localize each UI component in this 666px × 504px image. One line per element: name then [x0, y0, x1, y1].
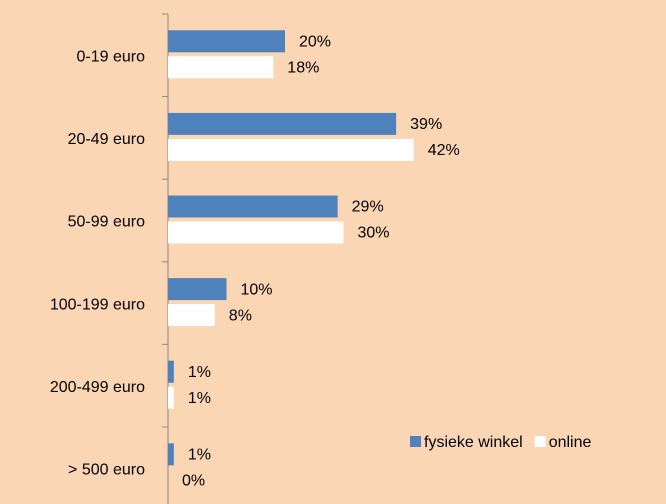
value-label: 10% [241, 281, 273, 298]
legend-label: online [549, 434, 592, 451]
category-label: 50-99 euro [68, 214, 145, 231]
bar [168, 360, 174, 383]
bar [168, 138, 414, 161]
bar [168, 443, 174, 466]
value-label: 1% [188, 364, 211, 381]
bar [168, 304, 215, 327]
category-label: 20-49 euro [68, 131, 145, 148]
bar [168, 195, 338, 218]
bar [168, 278, 227, 301]
value-label: 1% [188, 390, 211, 407]
category-label: 0-19 euro [77, 49, 146, 66]
legend-swatch [410, 436, 421, 447]
bar [168, 221, 344, 244]
value-label: 0% [182, 473, 205, 490]
value-label: 20% [299, 34, 331, 51]
bar [168, 30, 285, 53]
category-label: 100-199 euro [50, 296, 145, 313]
value-label: 39% [410, 116, 442, 133]
legend-swatch [534, 436, 546, 447]
value-label: 29% [352, 199, 384, 216]
bar [168, 112, 397, 135]
value-label: 18% [287, 60, 319, 77]
category-label: 200-499 euro [50, 379, 145, 396]
value-label: 1% [188, 447, 211, 464]
legend-label: fysieke winkel [424, 434, 523, 451]
value-label: 8% [229, 307, 252, 324]
bar [168, 386, 174, 409]
category-label: > 500 euro [68, 462, 145, 479]
value-label: 42% [428, 142, 460, 159]
bar [168, 56, 274, 79]
value-label: 30% [358, 225, 390, 242]
